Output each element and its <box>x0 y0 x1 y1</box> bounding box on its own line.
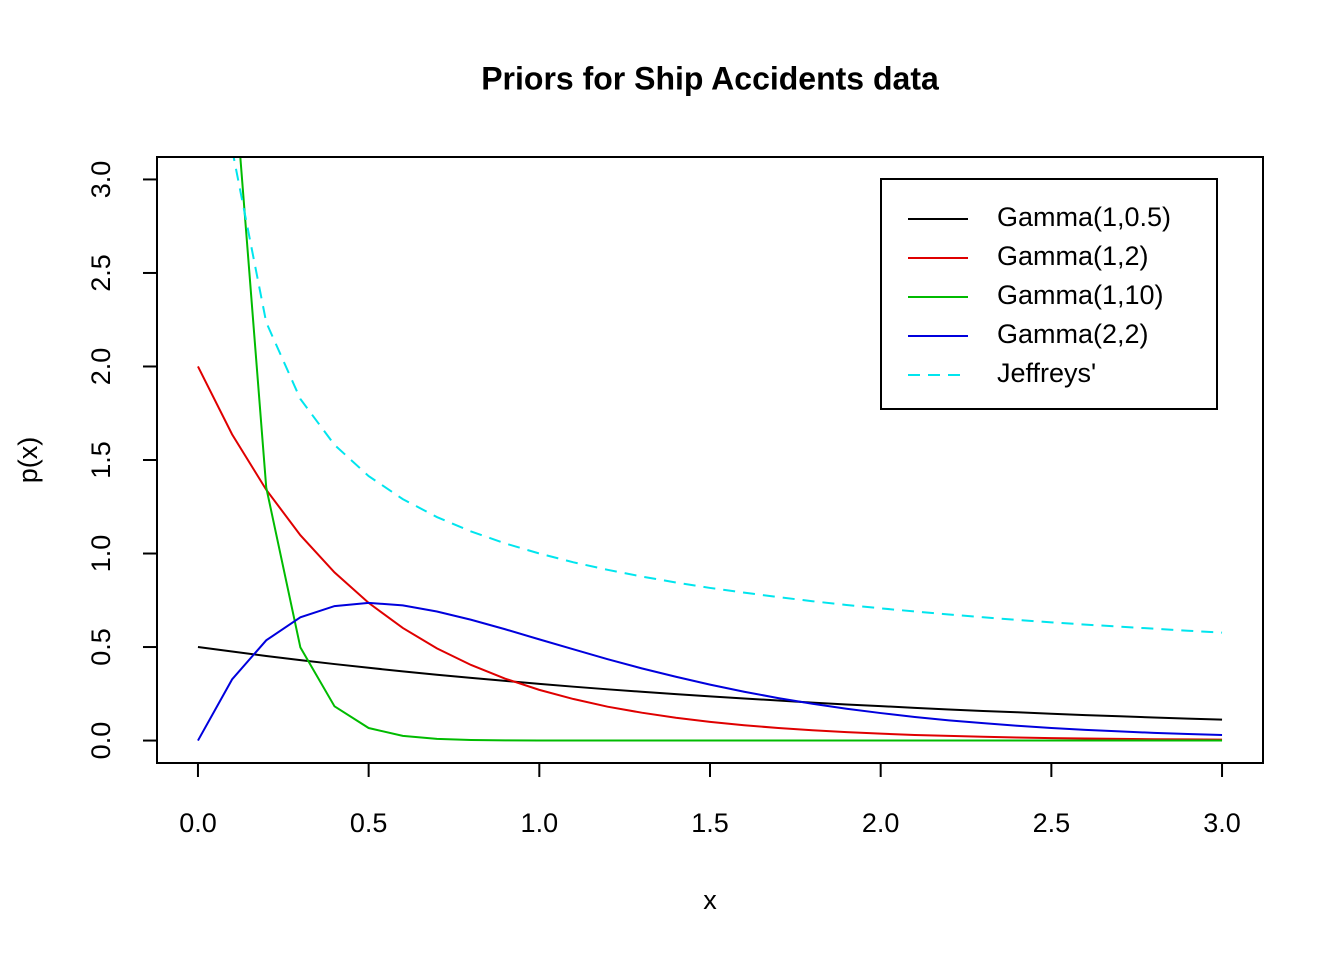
x-tick-label: 2.5 <box>1033 808 1071 838</box>
legend-box <box>880 178 1218 410</box>
y-tick-label: 0.5 <box>86 628 116 666</box>
legend-label: Jeffreys' <box>997 358 1096 388</box>
plot-lines <box>197 157 1223 742</box>
y-tick-label: 3.0 <box>86 161 116 199</box>
x-tick-label: 0.5 <box>350 808 388 838</box>
series-line <box>232 157 1223 634</box>
x-tick-label: 1.5 <box>691 808 729 838</box>
y-tick-label: 1.5 <box>86 441 116 479</box>
chart-title: Priors for Ship Accidents data <box>481 60 939 96</box>
legend-label: Gamma(1,2) <box>997 241 1149 271</box>
y-axis-label: p(x) <box>13 437 43 484</box>
series-line <box>239 157 1223 742</box>
y-tick-label: 2.0 <box>86 348 116 386</box>
series-line <box>197 646 1223 721</box>
y-tick-label: 0.0 <box>86 722 116 760</box>
y-tick-label: 1.0 <box>86 535 116 573</box>
x-tick-label: 3.0 <box>1203 808 1241 838</box>
x-axis-label: x <box>703 885 717 915</box>
legend-label: Gamma(1,0.5) <box>997 202 1171 232</box>
x-tick-label: 0.0 <box>179 808 217 838</box>
legend-label: Gamma(1,10) <box>997 280 1164 310</box>
x-tick-label: 1.0 <box>521 808 559 838</box>
x-tick-label: 2.0 <box>862 808 900 838</box>
y-tick-label: 2.5 <box>86 254 116 292</box>
legend-label: Gamma(2,2) <box>997 319 1149 349</box>
series-line <box>197 601 1223 742</box>
